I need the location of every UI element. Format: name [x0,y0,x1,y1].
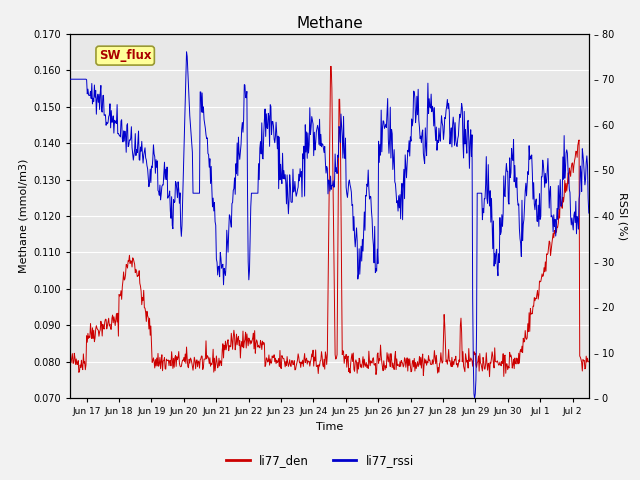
Title: Methane: Methane [296,16,363,31]
X-axis label: Time: Time [316,422,343,432]
Y-axis label: Methane (mmol/m3): Methane (mmol/m3) [18,159,28,273]
Legend: li77_den, li77_rssi: li77_den, li77_rssi [221,449,419,472]
Text: SW_flux: SW_flux [99,49,152,62]
Y-axis label: RSSI (%): RSSI (%) [618,192,628,240]
